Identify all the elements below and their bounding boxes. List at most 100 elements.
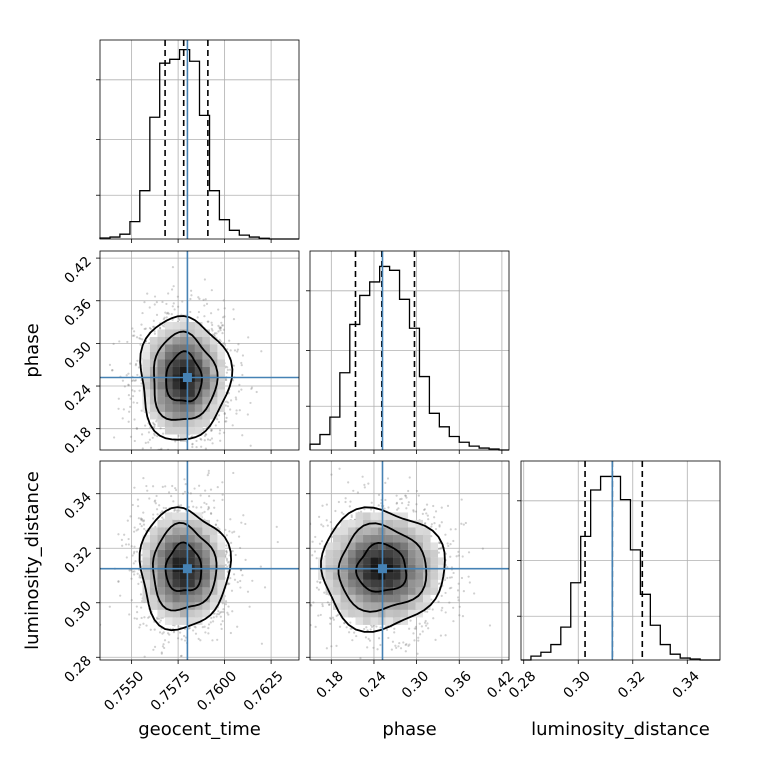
sample-point [434, 638, 437, 641]
sample-point [180, 654, 183, 657]
density-cell [400, 549, 409, 558]
panel-frame [309, 250, 510, 451]
sample-point [222, 610, 225, 614]
density-cell [194, 321, 203, 330]
sample-point [152, 421, 155, 424]
sample-point [230, 541, 233, 545]
density-cell [149, 389, 158, 397]
sample-point [240, 364, 243, 367]
sample-point [395, 646, 398, 649]
sample-point [437, 551, 440, 554]
sample-point [224, 600, 228, 603]
sample-point [172, 631, 176, 634]
sample-point [203, 315, 206, 318]
sample-point [184, 636, 187, 639]
sample-point [137, 517, 140, 520]
sample-point [133, 545, 136, 548]
sample-point [161, 432, 165, 435]
density-cell [142, 579, 150, 588]
sample-point [217, 420, 221, 424]
density-cell [179, 359, 188, 367]
sample-point [175, 466, 177, 468]
sample-point [199, 437, 202, 440]
sample-point [352, 489, 355, 492]
sample-point [152, 517, 155, 520]
sample-point [375, 625, 378, 628]
sample-point [210, 428, 213, 431]
density-cell [187, 557, 195, 565]
sample-point [137, 582, 140, 585]
sample-point [212, 499, 216, 502]
sample-point [433, 516, 436, 519]
density-cell [393, 579, 401, 588]
sample-point [167, 641, 170, 644]
density-cell [179, 609, 188, 618]
sample-point [239, 569, 242, 572]
density-cell [187, 527, 195, 535]
sample-point [133, 334, 136, 337]
sample-point [224, 563, 227, 567]
density-cell [157, 351, 165, 360]
sample-point [127, 372, 130, 375]
density-cell [179, 527, 188, 535]
sample-point [449, 555, 452, 558]
sample-point [216, 613, 219, 616]
density-cell [348, 609, 356, 618]
density-cell [202, 336, 210, 345]
density-cell [194, 557, 203, 565]
sample-point [155, 494, 158, 498]
sample-point [331, 535, 334, 538]
density-cell [149, 336, 158, 345]
sample-point [426, 622, 429, 625]
sample-point [190, 294, 193, 297]
sample-point [367, 482, 370, 485]
sample-point [139, 522, 142, 526]
density-cell [142, 344, 150, 352]
sample-point [117, 407, 120, 410]
sample-point [424, 624, 428, 627]
sample-point [219, 326, 222, 329]
sample-point [448, 587, 451, 590]
sample-point [225, 420, 228, 423]
sample-point [213, 333, 216, 336]
sample-point [369, 508, 373, 511]
density-cell [355, 587, 364, 595]
sample-point [447, 544, 450, 548]
sample-point [446, 542, 449, 545]
truth-marker [182, 373, 192, 383]
sample-point [415, 503, 418, 506]
density-cell [164, 351, 173, 360]
sample-point [315, 586, 319, 589]
density-cell [370, 527, 379, 535]
sample-point [310, 603, 312, 606]
sample-point [214, 523, 217, 526]
sample-point [117, 580, 120, 583]
density-cell [149, 594, 158, 603]
sample-point [307, 559, 309, 561]
sample-point [316, 580, 319, 583]
density-cell [194, 534, 203, 543]
sample-point [217, 613, 221, 616]
density-cell [363, 542, 371, 550]
sample-point [236, 350, 239, 353]
sample-point [198, 297, 201, 300]
sample-point [310, 604, 313, 607]
density-cell [408, 609, 416, 618]
sample-point [140, 382, 143, 385]
sample-point [379, 643, 382, 647]
sample-point [363, 508, 366, 511]
density-cell [355, 519, 364, 528]
density-cell [187, 572, 195, 580]
sample-point [151, 436, 154, 439]
sample-point [321, 603, 324, 606]
density-cell [385, 587, 394, 595]
sample-point [203, 439, 206, 442]
sample-point [364, 636, 368, 639]
density-panel-phase-luminosity_distance [307, 460, 510, 661]
histogram-luminosity_distance [521, 475, 720, 661]
sample-point [171, 453, 173, 455]
sample-point [439, 547, 442, 550]
truth-marker [182, 564, 192, 574]
sample-point [424, 521, 427, 525]
sample-point [172, 285, 175, 288]
